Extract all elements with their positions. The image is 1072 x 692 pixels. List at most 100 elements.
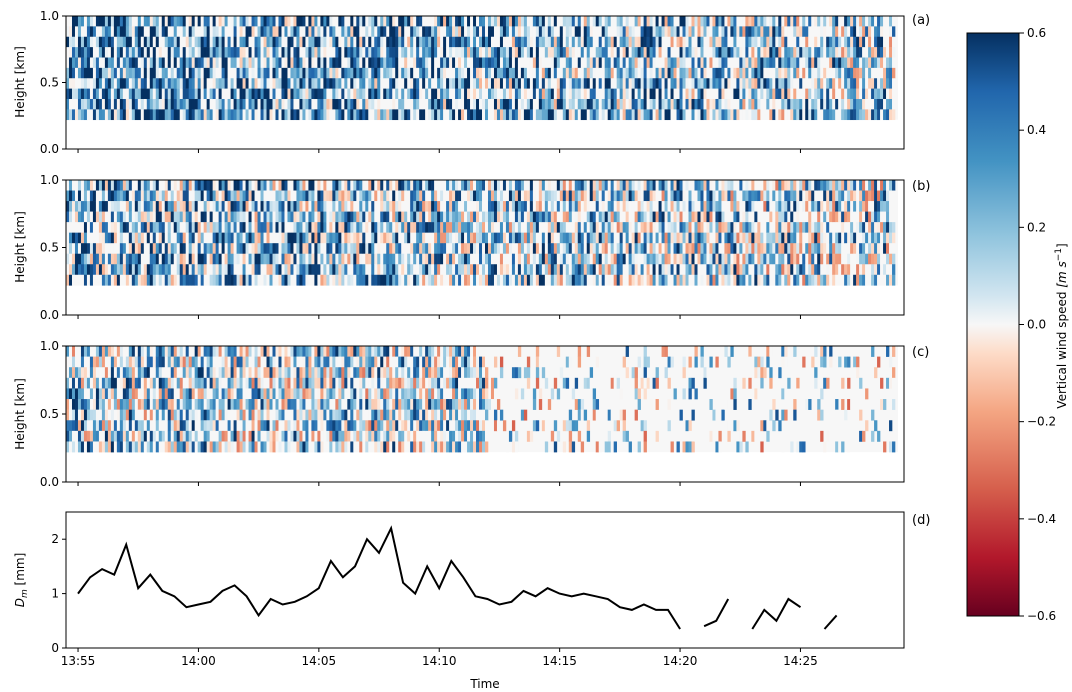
heat-cell (437, 98, 441, 110)
heat-cell (410, 98, 414, 110)
heat-cell (613, 67, 617, 79)
heat-cell (730, 16, 734, 27)
heat-cell (727, 47, 731, 58)
heat-cell (763, 88, 767, 100)
heat-cell (676, 211, 680, 223)
heat-cell (269, 232, 273, 244)
heat-cell (449, 57, 453, 69)
heat-cell (383, 264, 387, 276)
heat-cell (877, 36, 881, 48)
heat-cell (293, 243, 297, 255)
heat-cell (781, 16, 785, 27)
heat-cell (685, 201, 689, 212)
heat-cell (583, 253, 588, 265)
heat-cell (667, 253, 671, 265)
heat-cell (74, 264, 79, 276)
heat-cell (613, 190, 617, 202)
heat-cell (131, 98, 136, 110)
heat-cell (455, 211, 459, 223)
heat-cell (275, 57, 279, 69)
heat-cell (703, 274, 707, 286)
heat-cell (535, 201, 540, 212)
heat-cell (119, 36, 124, 48)
heat-cell (601, 243, 606, 255)
heat-cell (434, 243, 438, 255)
heat-cell (194, 26, 198, 38)
heat-cell (86, 222, 91, 233)
heat-cell (146, 88, 151, 100)
heat-cell (847, 16, 851, 27)
heat-cell (221, 78, 225, 89)
heat-cell (377, 190, 381, 202)
heat-cell (386, 201, 390, 212)
heat-cell (377, 264, 381, 276)
heat-cell (610, 26, 614, 38)
heat-cell (296, 47, 300, 58)
heat-cell (89, 109, 94, 121)
heat-cell (95, 67, 100, 79)
heat-cell (511, 201, 516, 212)
heat-cell (446, 253, 450, 265)
heat-cell (416, 253, 420, 265)
heat-cell (682, 67, 686, 79)
heat-cell (811, 109, 815, 121)
heat-cell (269, 190, 273, 202)
heat-cell (505, 67, 510, 79)
heat-cell (745, 26, 749, 38)
heat-cell (233, 232, 237, 244)
heat-cell (625, 274, 629, 286)
heat-cell (68, 232, 73, 244)
heat-cell (410, 180, 414, 191)
heat-cell (583, 36, 588, 48)
heat-cell (673, 222, 677, 233)
heat-cell (467, 274, 471, 286)
heat-cell (296, 211, 300, 223)
heat-cell (508, 253, 513, 265)
heat-cell (709, 222, 713, 233)
heat-cell (95, 274, 100, 286)
heat-cell (613, 36, 617, 48)
heat-cell (508, 232, 513, 244)
heat-cell (368, 211, 372, 223)
heat-cell (637, 274, 641, 286)
heat-cell (700, 67, 704, 79)
heat-cell (784, 67, 788, 79)
heat-cell (733, 88, 737, 100)
heat-cell (449, 190, 453, 202)
heat-cell (194, 274, 198, 286)
panel-label-a: (a) (912, 13, 930, 28)
heat-cell (712, 222, 716, 233)
heat-cell (850, 26, 854, 38)
heat-cell (269, 98, 273, 110)
heat-cell (640, 57, 644, 69)
heat-cell (131, 243, 136, 255)
heat-cell (853, 98, 857, 110)
heat-cell (580, 47, 585, 58)
heat-cell (586, 26, 591, 38)
heat-cell (368, 98, 372, 110)
heat-cell (661, 36, 665, 48)
heat-cell (649, 201, 653, 212)
heat-cell (185, 98, 189, 110)
heat-cell (341, 180, 345, 191)
heat-cell (419, 26, 423, 38)
heat-cell (490, 78, 495, 89)
heat-cell (832, 26, 836, 38)
heat-cell (652, 232, 656, 244)
heat-cell (763, 67, 767, 79)
heat-cell (739, 16, 743, 27)
heat-cell (814, 98, 818, 110)
heat-cell (386, 78, 390, 89)
heat-cell (296, 201, 300, 212)
heat-cell (490, 36, 495, 48)
heat-cell (224, 243, 228, 255)
heat-cell (449, 67, 453, 79)
heat-cell (200, 67, 204, 79)
heat-cell (389, 78, 393, 89)
heat-cell (550, 109, 555, 121)
heat-cell (607, 180, 611, 191)
heat-cell (98, 78, 103, 89)
heat-cell (398, 264, 402, 276)
heat-cell (302, 26, 306, 38)
heat-cell (748, 67, 752, 79)
